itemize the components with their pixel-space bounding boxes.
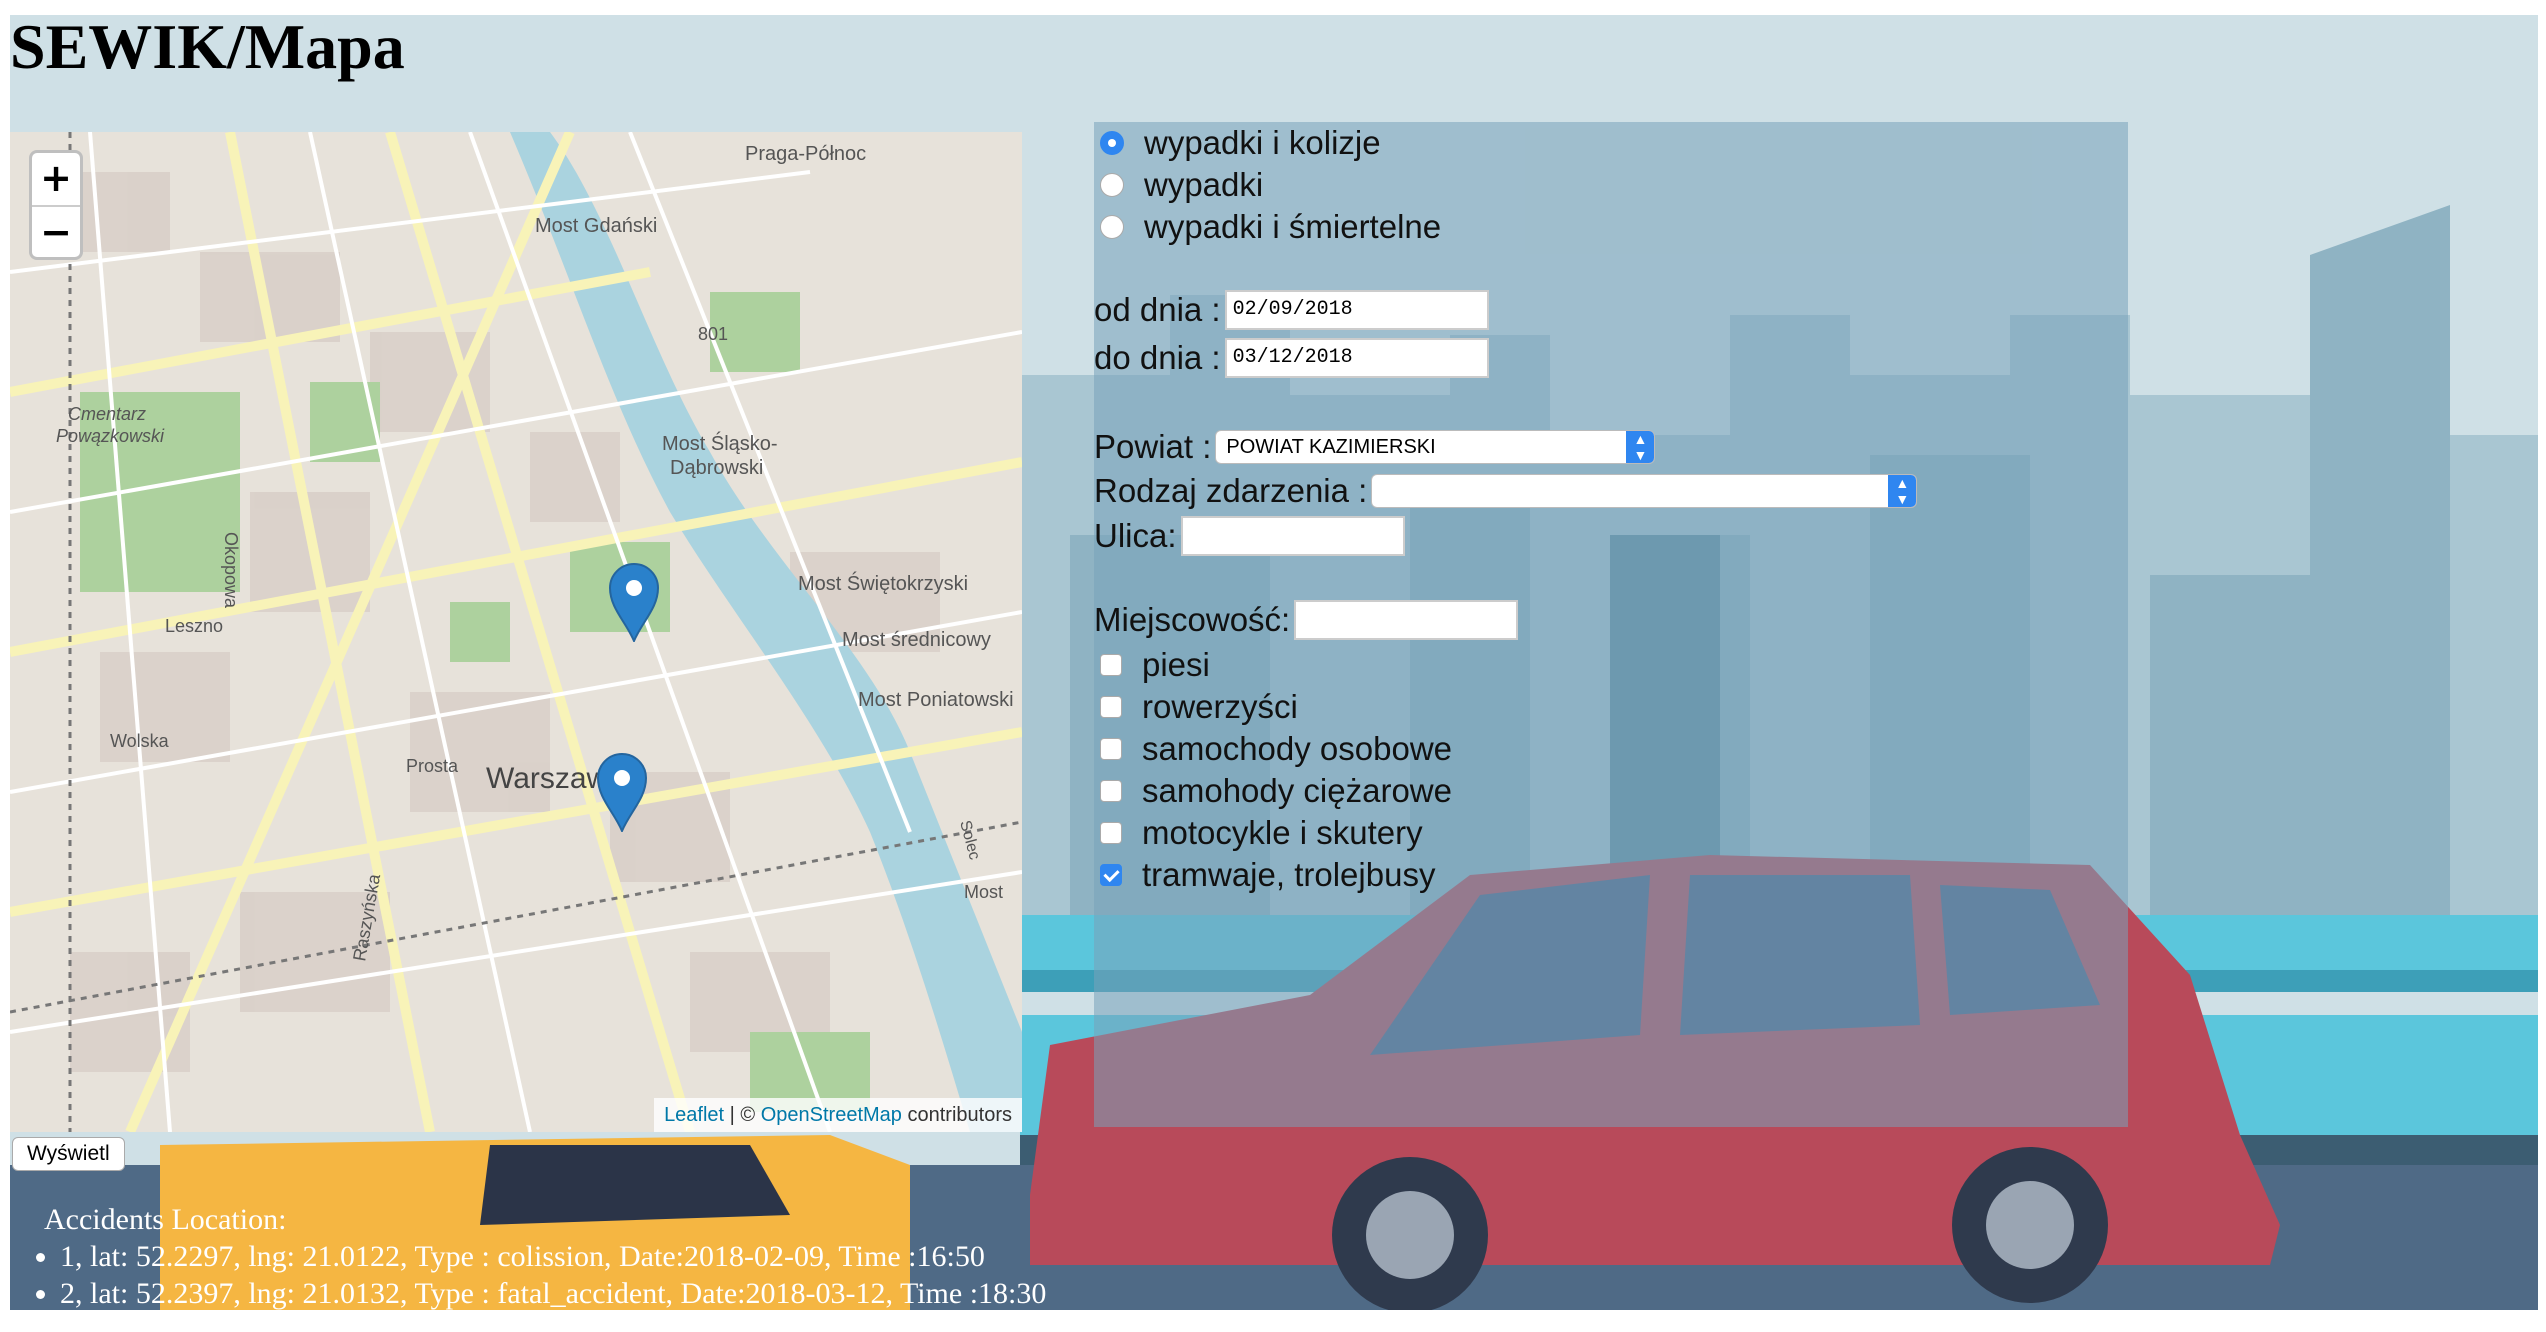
page: SEWIK/Mapa bbox=[10, 15, 2538, 1310]
taxi bbox=[160, 1135, 910, 1310]
map-label-wolska: Wolska bbox=[110, 731, 170, 751]
map-label-most-edge: Most bbox=[964, 882, 1003, 902]
radio-button[interactable] bbox=[1100, 173, 1124, 197]
date-to-label: do dnia : bbox=[1094, 339, 1221, 376]
zoom-in-button[interactable]: + bbox=[40, 156, 72, 200]
checkbox[interactable] bbox=[1100, 738, 1122, 760]
checkbox-label: piesi bbox=[1142, 646, 1210, 683]
checkbox-label: samohody ciężarowe bbox=[1142, 772, 1452, 809]
map-label-cmentarz-2: Powązkowski bbox=[56, 426, 165, 446]
date-to-input[interactable]: 03/12/2018 bbox=[1224, 338, 1489, 378]
radio-label: wypadki i śmiertelne bbox=[1144, 208, 1442, 245]
zoom-control: + − bbox=[29, 150, 83, 260]
checkbox[interactable] bbox=[1100, 864, 1122, 886]
map-attribution: Leaflet | © OpenStreetMap contributors bbox=[654, 1098, 1022, 1132]
map-marker[interactable] bbox=[608, 562, 660, 642]
results: Accidents Location: 1, lat: 52.2297, lng… bbox=[44, 1201, 1046, 1310]
checkbox-cyclists[interactable]: rowerzyści bbox=[1094, 688, 1298, 726]
checkbox-motorcycles[interactable]: motocykle i skutery bbox=[1094, 814, 1423, 852]
map[interactable]: Praga-Północ Most Gdański 801 Cmentarz P… bbox=[10, 132, 1022, 1132]
checkbox-pedestrians[interactable]: piesi bbox=[1094, 646, 1210, 684]
street-input[interactable] bbox=[1180, 516, 1405, 556]
results-list: 1, lat: 52.2297, lng: 21.0122, Type : co… bbox=[44, 1238, 1046, 1310]
openstreetmap-link[interactable]: OpenStreetMap bbox=[760, 1104, 902, 1126]
radio-option-accidents[interactable]: wypadki bbox=[1094, 166, 1263, 204]
map-label-prosta: Prosta bbox=[406, 756, 459, 776]
map-label-leszno: Leszno bbox=[165, 616, 223, 636]
map-label-praga: Praga-Północ bbox=[745, 143, 866, 165]
map-label-road-801: 801 bbox=[698, 324, 728, 344]
checkbox[interactable] bbox=[1100, 654, 1122, 676]
date-from-input[interactable]: 02/09/2018 bbox=[1224, 290, 1489, 330]
street-row: Ulica: bbox=[1094, 516, 1405, 556]
list-item: 2, lat: 52.2397, lng: 21.0132, Type : fa… bbox=[60, 1275, 1046, 1310]
map-tiles[interactable]: Praga-Północ Most Gdański 801 Cmentarz P… bbox=[10, 132, 1022, 1132]
radio-option-fatal[interactable]: wypadki i śmiertelne bbox=[1094, 208, 1441, 246]
radio-label: wypadki bbox=[1144, 166, 1264, 203]
results-heading: Accidents Location: bbox=[44, 1203, 287, 1236]
radio-button[interactable] bbox=[1100, 215, 1124, 239]
map-label-cmentarz-1: Cmentarz bbox=[68, 404, 146, 424]
attribution-contributors: contributors bbox=[901, 1104, 1012, 1126]
checkbox-trucks[interactable]: samohody ciężarowe bbox=[1094, 772, 1452, 810]
select-arrows-icon: ▲ ▼ bbox=[1626, 431, 1655, 463]
checkbox-label: samochody osobowe bbox=[1142, 730, 1453, 767]
map-label-most-slasko-2: Dąbrowski bbox=[670, 457, 763, 479]
map-label-most-gdanski: Most Gdański bbox=[535, 215, 657, 237]
event-type-select[interactable]: ▲ ▼ bbox=[1371, 474, 1918, 508]
powiat-row: Powiat : POWIAT KAZIMIERSKI ▲ ▼ bbox=[1094, 428, 1656, 466]
street-label: Ulica: bbox=[1094, 517, 1177, 554]
event-type-label: Rodzaj zdarzenia : bbox=[1094, 472, 1368, 509]
filter-panel: wypadki i kolizje wypadki wypadki i śmie… bbox=[1094, 122, 2128, 1127]
event-type-row: Rodzaj zdarzenia : ▲ ▼ bbox=[1094, 472, 1918, 510]
zoom-out-button[interactable]: − bbox=[32, 205, 80, 257]
select-arrows-icon: ▲ ▼ bbox=[1888, 475, 1917, 507]
town-label: Miejscowość: bbox=[1094, 601, 1291, 638]
page-title: SEWIK/Mapa bbox=[10, 15, 405, 82]
attribution-separator: | © bbox=[724, 1104, 761, 1126]
checkbox-cars[interactable]: samochody osobowe bbox=[1094, 730, 1452, 768]
map-label-most-srednicowy: Most średnicowy bbox=[842, 629, 991, 651]
powiat-label: Powiat : bbox=[1094, 428, 1212, 465]
map-label-okopowa: Okopowa bbox=[221, 532, 241, 609]
radio-button[interactable] bbox=[1100, 131, 1124, 155]
checkbox-label: rowerzyści bbox=[1142, 688, 1298, 725]
map-label-most-swietokrzyski: Most Świętokrzyski bbox=[798, 571, 968, 595]
checkbox-label: tramwaje, trolejbusy bbox=[1142, 856, 1436, 893]
radio-label: wypadki i kolizje bbox=[1144, 124, 1381, 161]
date-from-row: od dnia : 02/09/2018 bbox=[1094, 290, 1489, 330]
town-input[interactable] bbox=[1294, 600, 1519, 640]
vistula-river bbox=[510, 132, 1022, 1132]
checkbox[interactable] bbox=[1100, 696, 1122, 718]
powiat-select[interactable]: POWIAT KAZIMIERSKI ▲ ▼ bbox=[1215, 430, 1656, 464]
checkbox-label: motocykle i skutery bbox=[1142, 814, 1423, 851]
show-button[interactable]: Wyświetl bbox=[12, 1137, 125, 1171]
map-marker[interactable] bbox=[596, 752, 648, 832]
date-from-label: od dnia : bbox=[1094, 291, 1221, 328]
date-to-row: do dnia : 03/12/2018 bbox=[1094, 338, 1489, 378]
checkbox[interactable] bbox=[1100, 780, 1122, 802]
powiat-value: POWIAT KAZIMIERSKI bbox=[1226, 436, 1436, 458]
list-item: 1, lat: 52.2297, lng: 21.0122, Type : co… bbox=[60, 1238, 1046, 1275]
map-label-most-poniatowski: Most Poniatowski bbox=[858, 689, 1014, 711]
map-label-most-slasko-1: Most Śląsko- bbox=[662, 431, 778, 455]
town-row: Miejscowość: bbox=[1094, 600, 1519, 640]
leaflet-link[interactable]: Leaflet bbox=[664, 1104, 725, 1126]
checkbox[interactable] bbox=[1100, 822, 1122, 844]
radio-option-accidents-collisions[interactable]: wypadki i kolizje bbox=[1094, 124, 1381, 162]
checkbox-trams[interactable]: tramwaje, trolejbusy bbox=[1094, 856, 1435, 894]
